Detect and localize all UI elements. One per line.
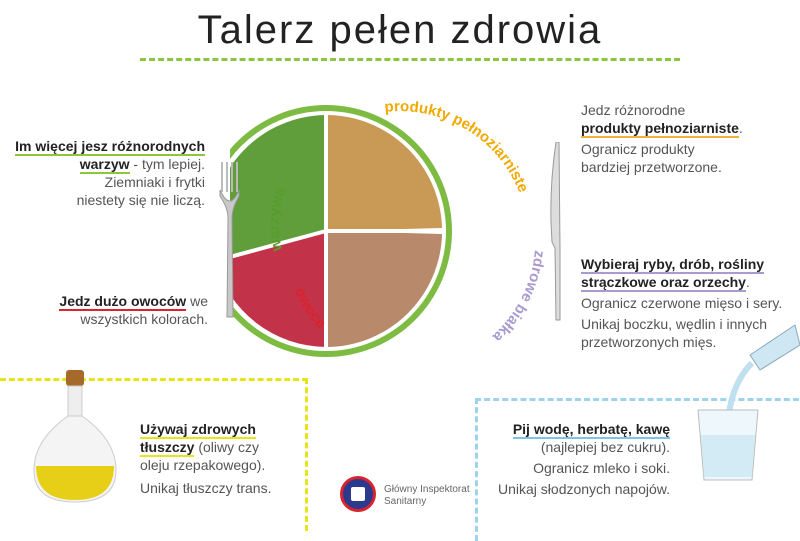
drinks-text: Pij wodę, herbatę, kawę (najlepiej bez c… bbox=[498, 421, 670, 497]
drinks-box bbox=[475, 398, 800, 541]
fruit-text: Jedz dużo owoców we wszystkich kolorach. bbox=[59, 293, 208, 327]
fork-icon bbox=[219, 162, 240, 318]
gis-logo-text: Główny Inspektorat Sanitarny bbox=[384, 484, 470, 507]
vegetables-label: warzywa bbox=[266, 185, 289, 254]
healthy-plate: warzywa produkty pełnoziarniste zdrowe b… bbox=[230, 98, 548, 357]
vegetables-text: Im więcej jesz różnorodnych warzyw - tym… bbox=[15, 138, 205, 208]
protein-section bbox=[326, 231, 442, 347]
protein-label: zdrowe białka bbox=[489, 250, 548, 346]
fats-box bbox=[0, 378, 308, 531]
oil-bottle-icon bbox=[33, 370, 117, 503]
grains-section bbox=[326, 114, 442, 231]
grains-text: Jedz różnorodne produkty pełnoziarniste.… bbox=[581, 102, 743, 175]
title-divider bbox=[140, 58, 680, 61]
water-glass-icon bbox=[697, 324, 800, 481]
knife-icon bbox=[550, 142, 561, 321]
protein-text: Wybieraj ryby, drób, rośliny strączkowe … bbox=[581, 256, 783, 350]
vegetables-section bbox=[230, 115, 326, 257]
fruit-section bbox=[230, 231, 326, 347]
gis-logo-seal bbox=[340, 476, 376, 512]
fats-text: Używaj zdrowych tłuszczy (oliwy czy olej… bbox=[140, 421, 272, 496]
page-title: Talerz pełen zdrowia bbox=[197, 8, 603, 52]
